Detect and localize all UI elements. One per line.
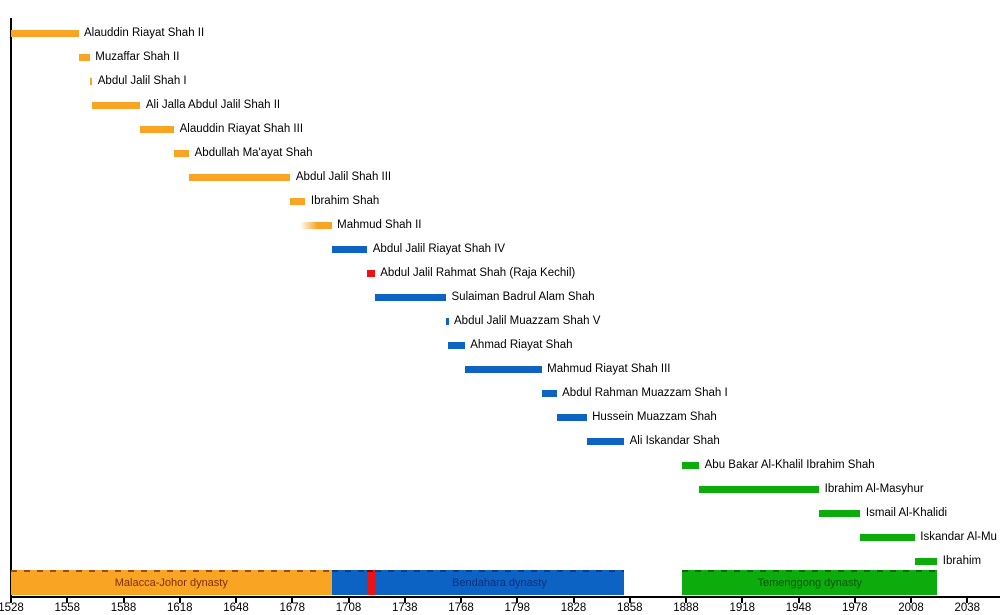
reign-bar	[290, 197, 306, 205]
reign-bar	[556, 413, 587, 421]
axis-tick	[10, 598, 12, 603]
axis-tick	[741, 598, 744, 603]
axis-tick	[966, 598, 969, 603]
axis-tick-label: 2008	[898, 602, 924, 614]
reign-bar	[11, 29, 79, 37]
dynasty-segment-top-dashes	[11, 570, 332, 572]
y-axis-line	[10, 18, 12, 598]
reign-label: Abdul Jalil Riayat Shah IV	[372, 242, 506, 255]
axis-tick-label: 1768	[448, 602, 474, 614]
axis-tick	[516, 598, 519, 603]
dynasty-segment-top-dashes	[374, 570, 625, 572]
axis-tick	[460, 598, 462, 603]
axis-tick-label: 1558	[54, 602, 81, 614]
axis-tick-label: 1918	[729, 602, 756, 614]
reign-bar	[914, 557, 938, 565]
reign-label: Ibrahim Shah	[310, 194, 380, 207]
dynasty-label: Malacca-Johor dynasty	[114, 576, 228, 589]
reign-label: Abdul Jalil Shah I	[97, 74, 187, 87]
reign-label: Muzaffar Shah II	[95, 50, 180, 63]
reign-label: Mahmud Shah II	[337, 218, 422, 231]
axis-tick	[347, 598, 350, 603]
reign-bar	[140, 125, 175, 133]
reign-bar	[819, 509, 861, 517]
axis-tick	[853, 598, 856, 603]
axis-tick-label: 1708	[335, 602, 362, 614]
reign-bar	[860, 533, 915, 541]
axis-tick-label: 1588	[110, 602, 137, 614]
axis-tick	[685, 598, 687, 603]
reign-bar	[446, 317, 449, 325]
axis-tick-label: 1648	[223, 602, 249, 614]
axis-tick	[122, 598, 125, 603]
reign-label: Ismail Al-Khalidi	[865, 506, 948, 519]
axis-tick-label: 1978	[841, 602, 868, 614]
reign-bar	[367, 269, 375, 277]
reign-label: Ibrahim Al-Masyhur	[824, 482, 924, 495]
x-axis-line	[10, 596, 1000, 598]
reign-bar	[464, 365, 542, 373]
reign-label: Iskandar Al-Mu	[920, 530, 997, 543]
axis-tick	[628, 598, 631, 603]
reign-label: Sulaiman Badrul Alam Shah	[451, 290, 595, 303]
dynasty-label: Temenggong dynasty	[757, 576, 863, 589]
dynasty-segment-top-dashes	[367, 570, 375, 572]
reign-bar	[174, 149, 190, 157]
reign-label: Abdul Rahman Muazzam Shah I	[562, 386, 728, 399]
axis-tick	[403, 598, 406, 603]
reign-bar	[586, 437, 625, 445]
reign-label: Alauddin Riayat Shah III	[179, 122, 304, 135]
reign-label: Hussein Muazzam Shah	[592, 410, 717, 423]
dynasty-segment-top-dashes	[331, 570, 368, 572]
dynasty-segment: Bendahara dynasty	[374, 570, 625, 595]
axis-tick	[797, 598, 800, 603]
axis-tick-label: 1798	[504, 602, 531, 614]
dynasty-label: Bendahara dynasty	[452, 576, 547, 589]
axis-tick-label: 1948	[785, 602, 812, 614]
axis-tick-label: 1678	[279, 602, 306, 614]
axis-tick	[178, 598, 181, 603]
reign-bar	[89, 77, 93, 85]
reign-label: Alauddin Riayat Shah II	[84, 26, 205, 39]
dynasty-segment: Malacca-Johor dynasty	[11, 570, 332, 595]
axis-tick-label: 1828	[560, 602, 587, 614]
reign-bar	[189, 173, 291, 181]
axis-tick-label: 1858	[616, 602, 643, 614]
reign-label: Abu Bakar Al-Khalil Ibrahim Shah	[704, 458, 875, 471]
dynasty-segment-top-dashes	[682, 570, 938, 572]
reign-label: Ali Iskandar Shah	[629, 434, 720, 447]
axis-tick	[910, 598, 912, 603]
reign-label: Abdullah Ma'ayat Shah	[194, 146, 313, 159]
reign-label: Mahmud Riayat Shah III	[547, 362, 671, 375]
reign-label: Ali Jalla Abdul Jalil Shah II	[145, 98, 281, 111]
axis-tick	[572, 598, 575, 603]
reign-bar	[91, 101, 141, 109]
reign-label: Abdul Jalil Shah III	[295, 170, 392, 183]
reign-bar	[374, 293, 446, 301]
reign-label: Ahmad Riayat Shah	[470, 338, 573, 351]
reign-bar	[78, 53, 90, 61]
reign-bar	[447, 341, 465, 349]
axis-tick	[66, 598, 69, 603]
reign-bar	[699, 485, 820, 493]
reign-bar	[682, 461, 700, 469]
reign-label: Ibrahim	[942, 554, 982, 567]
axis-tick	[235, 598, 237, 603]
axis-tick-label: 1738	[391, 602, 418, 614]
axis-tick-label: 1888	[673, 602, 699, 614]
axis-tick-label: 1528	[0, 602, 24, 614]
dynasty-segment: Temenggong dynasty	[682, 570, 938, 595]
dynasty-segment	[367, 570, 375, 595]
axis-tick-label: 2038	[954, 602, 981, 614]
axis-tick	[291, 598, 294, 603]
reign-label: Abdul Jalil Muazzam Shah V	[454, 314, 601, 327]
reign-bar	[541, 389, 557, 397]
reign-label: Abdul Jalil Rahmat Shah (Raja Kechil)	[380, 266, 576, 279]
reign-bar	[299, 221, 332, 229]
dynasty-segment	[331, 570, 368, 595]
reign-bar	[331, 245, 368, 253]
axis-tick-label: 1618	[166, 602, 193, 614]
